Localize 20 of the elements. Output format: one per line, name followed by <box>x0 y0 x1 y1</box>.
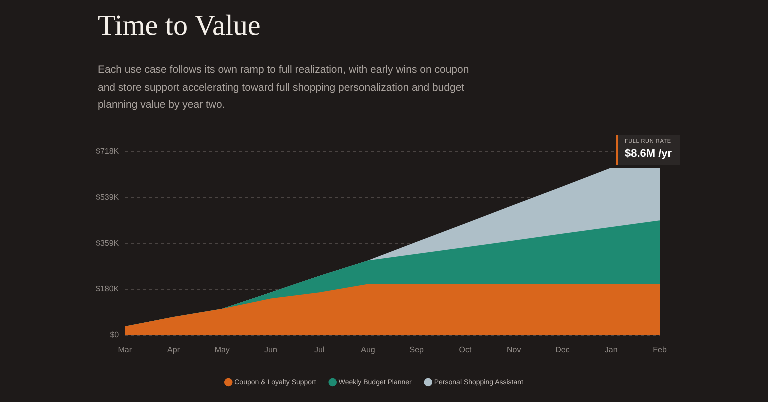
annotation: $8.6M /yr <box>625 148 672 160</box>
x-tick-label: Oct <box>459 345 472 354</box>
x-tick-label: Jul <box>314 345 325 354</box>
y-tick-label: $718K <box>96 147 120 156</box>
y-tick-label: $0 <box>110 330 120 340</box>
x-tick-label: Aug <box>361 345 376 354</box>
y-tick-label: $180K <box>96 284 120 294</box>
x-tick-label: Dec <box>556 345 570 354</box>
chart-title: Time to Value <box>98 10 261 43</box>
x-tick-label: Mar <box>118 345 132 354</box>
y-tick-label: $539K <box>96 192 120 202</box>
x-tick-label: Jun <box>264 345 278 354</box>
chart-subtitle: Each use case follows its own ramp to full realization, with early wins on coupon and store support accelerating toward full shopping personalization and budget planning value by year two. <box>98 63 470 113</box>
x-tick-label: Feb <box>653 345 668 354</box>
x-tick-label: Nov <box>507 345 522 354</box>
y-tick-label: $359K <box>96 238 120 248</box>
x-tick-label: Apr <box>168 345 180 354</box>
x-tick-label: May <box>214 345 230 354</box>
x-tick-label: Jan <box>604 345 618 354</box>
x-tick-label: Sep <box>410 345 425 354</box>
